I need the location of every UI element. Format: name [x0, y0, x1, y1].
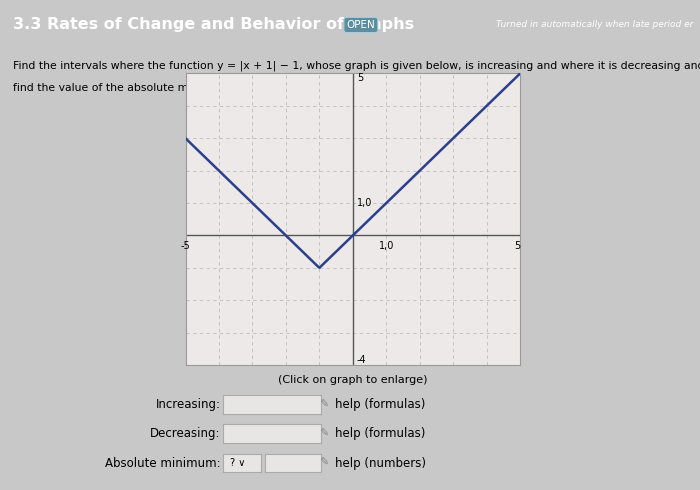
Text: 3.3 Rates of Change and Behavior of Graphs: 3.3 Rates of Change and Behavior of Grap… [13, 18, 414, 32]
Text: Find the intervals where the function y = |x + 1| − 1, whose graph is given belo: Find the intervals where the function y … [13, 61, 700, 72]
Text: ✎: ✎ [318, 458, 328, 468]
Text: help (numbers): help (numbers) [335, 457, 426, 469]
Text: ✎: ✎ [318, 399, 328, 409]
Text: help (formulas): help (formulas) [335, 398, 425, 411]
Text: Decreasing:: Decreasing: [150, 427, 220, 440]
Text: 5: 5 [514, 241, 520, 251]
Text: help (formulas): help (formulas) [335, 427, 425, 440]
Text: -4: -4 [357, 355, 366, 365]
Text: ? ∨: ? ∨ [230, 458, 245, 468]
Text: 1,0: 1,0 [379, 241, 394, 251]
Text: OPEN: OPEN [346, 20, 375, 30]
Text: (Click on graph to enlarge): (Click on graph to enlarge) [278, 375, 428, 385]
Text: -5: -5 [181, 241, 190, 251]
Text: Increasing:: Increasing: [155, 398, 220, 411]
Text: ✎: ✎ [318, 429, 328, 439]
Text: 5: 5 [357, 74, 363, 83]
Text: 1,0: 1,0 [357, 198, 372, 208]
Text: Absolute minimum:: Absolute minimum: [105, 457, 220, 469]
Text: find the value of the absolute minimum.: find the value of the absolute minimum. [13, 83, 232, 93]
Text: Turned in automatically when late period er: Turned in automatically when late period… [496, 21, 693, 29]
